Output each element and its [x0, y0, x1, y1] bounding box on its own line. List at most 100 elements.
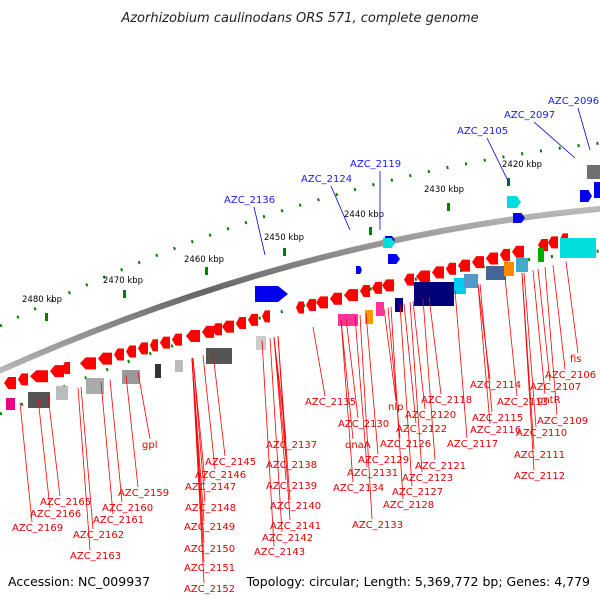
gene-label-azc_2127[interactable]: AZC_2127 [392, 487, 443, 498]
gene-label-azc_2119[interactable]: AZC_2119 [350, 159, 401, 170]
reverse-gene-arrow[interactable] [114, 348, 124, 361]
reverse-gene-arrow[interactable] [186, 329, 200, 342]
gene-label-azc_2151[interactable]: AZC_2151 [184, 563, 235, 574]
gene-label-azc_2112[interactable]: AZC_2112 [514, 471, 565, 482]
reverse-gene-arrow[interactable] [80, 357, 96, 370]
gene-block[interactable] [175, 360, 183, 372]
gene-block[interactable] [516, 258, 528, 272]
gene-label-azc_2150[interactable]: AZC_2150 [184, 544, 235, 555]
gene-label-azc_2163[interactable]: AZC_2163 [70, 551, 121, 562]
gene-label-azc_2169[interactable]: AZC_2169 [12, 523, 63, 534]
reverse-gene-arrow[interactable] [344, 289, 358, 302]
gene-block[interactable] [414, 282, 454, 306]
gene-label-azc_2141[interactable]: AZC_2141 [270, 521, 321, 532]
gene-label-gntr[interactable]: gntR [537, 395, 561, 406]
reverse-gene-arrow[interactable] [446, 262, 456, 275]
reverse-gene-arrow[interactable] [98, 352, 112, 365]
gene-label-azc_2117[interactable]: AZC_2117 [447, 439, 498, 450]
gene-label-azc_2097[interactable]: AZC_2097 [504, 110, 555, 121]
forward-gene-arrow[interactable] [255, 286, 288, 302]
gene-block[interactable] [206, 348, 232, 364]
gene-label-azc_2145[interactable]: AZC_2145 [205, 457, 256, 468]
gene-label-azc_2161[interactable]: AZC_2161 [93, 515, 144, 526]
reverse-gene-arrow[interactable] [382, 279, 394, 292]
gene-label-azc_2114[interactable]: AZC_2114 [470, 380, 521, 391]
reverse-gene-arrow[interactable] [150, 339, 158, 352]
tick-label[interactable]: 2470 kbp [103, 276, 143, 286]
gene-label-azc_2115[interactable]: AZC_2115 [472, 413, 523, 424]
gene-label-azc_2096[interactable]: AZC_2096 [548, 96, 599, 107]
gene-block[interactable] [155, 364, 161, 378]
reverse-gene-arrow[interactable] [126, 345, 136, 358]
gene-block[interactable] [86, 378, 104, 394]
tick-label[interactable]: 2440 kbp [344, 210, 384, 220]
tick-label[interactable]: 2480 kbp [22, 295, 62, 305]
gene-block[interactable] [395, 298, 403, 312]
gene-label-nlp[interactable]: nlp [388, 402, 403, 413]
gene-label-azc_2162[interactable]: AZC_2162 [73, 530, 124, 541]
gene-label-azc_2146[interactable]: AZC_2146 [195, 470, 246, 481]
gene-label-azc_2165[interactable]: AZC_2165 [40, 497, 91, 508]
reverse-gene-arrow[interactable] [50, 365, 64, 378]
gene-label-azc_2123[interactable]: AZC_2123 [402, 473, 453, 484]
reverse-gene-arrow[interactable] [458, 259, 470, 272]
gene-block[interactable] [56, 386, 68, 400]
gene-label-azc_2107[interactable]: AZC_2107 [530, 382, 581, 393]
gene-label-azc_2129[interactable]: AZC_2129 [358, 455, 409, 466]
gene-label-azc_2140[interactable]: AZC_2140 [270, 501, 321, 512]
gene-label-gpl[interactable]: gpl [142, 440, 157, 451]
reverse-gene-arrow[interactable] [62, 361, 70, 374]
gene-block[interactable] [338, 314, 358, 326]
gene-label-azc_2109[interactable]: AZC_2109 [537, 416, 588, 427]
reverse-gene-arrow[interactable] [432, 266, 444, 279]
gene-label-azc_2120[interactable]: AZC_2120 [405, 410, 456, 421]
forward-gene-arrow[interactable] [383, 238, 395, 248]
gene-label-azc_2143[interactable]: AZC_2143 [254, 547, 305, 558]
gene-label-azc_2138[interactable]: AZC_2138 [266, 460, 317, 471]
reverse-gene-arrow[interactable] [138, 342, 148, 355]
reverse-gene-arrow[interactable] [360, 285, 370, 297]
reverse-gene-arrow[interactable] [306, 298, 316, 311]
gene-block[interactable] [504, 262, 514, 276]
gene-block[interactable] [454, 278, 466, 294]
reverse-gene-arrow[interactable] [236, 317, 246, 330]
forward-gene-arrow[interactable] [356, 266, 362, 274]
reverse-gene-arrow[interactable] [262, 310, 270, 323]
reverse-gene-arrow[interactable] [202, 325, 214, 338]
gene-label-azc_2159[interactable]: AZC_2159 [118, 488, 169, 499]
gene-block[interactable] [376, 302, 384, 316]
gene-label-azc_2166[interactable]: AZC_2166 [30, 509, 81, 520]
gene-label-azc_2110[interactable]: AZC_2110 [516, 428, 567, 439]
reverse-gene-arrow[interactable] [18, 373, 28, 386]
gene-block[interactable] [538, 248, 544, 262]
reverse-gene-arrow[interactable] [486, 252, 498, 265]
gene-block[interactable] [464, 274, 478, 288]
reverse-gene-arrow[interactable] [222, 320, 234, 333]
gene-label-azc_2149[interactable]: AZC_2149 [184, 522, 235, 533]
gene-label-azc_2142[interactable]: AZC_2142 [262, 533, 313, 544]
reverse-gene-arrow[interactable] [472, 256, 484, 269]
reverse-gene-arrow[interactable] [212, 323, 222, 336]
reverse-gene-arrow[interactable] [316, 296, 328, 309]
gene-label-azc_2121[interactable]: AZC_2121 [415, 461, 466, 472]
gene-label-azc_2122[interactable]: AZC_2122 [396, 424, 447, 435]
reverse-gene-arrow[interactable] [512, 245, 524, 258]
gene-label-azc_2116[interactable]: AZC_2116 [470, 425, 521, 436]
gene-label-azc_2126[interactable]: AZC_2126 [380, 439, 431, 450]
reverse-gene-arrow[interactable] [160, 336, 170, 349]
reverse-gene-arrow[interactable] [330, 292, 342, 305]
tick-label[interactable]: 2460 kbp [184, 255, 224, 265]
gene-block[interactable] [122, 370, 140, 384]
gene-label-azc_2139[interactable]: AZC_2139 [266, 481, 317, 492]
gene-label-fis[interactable]: fis [570, 354, 582, 365]
gene-label-azc_2137[interactable]: AZC_2137 [266, 440, 317, 451]
reverse-gene-arrow[interactable] [296, 301, 304, 314]
reverse-gene-arrow[interactable] [500, 248, 510, 261]
reverse-gene-arrow[interactable] [4, 376, 16, 389]
tick-label[interactable]: 2450 kbp [264, 233, 304, 243]
gene-label-azc_2105[interactable]: AZC_2105 [457, 126, 508, 137]
gene-label-azc_2135[interactable]: AZC_2135 [305, 397, 356, 408]
gene-block[interactable] [594, 182, 600, 198]
gene-label-azc_2128[interactable]: AZC_2128 [383, 500, 434, 511]
gene-label-azc_2152[interactable]: AZC_2152 [184, 584, 235, 595]
